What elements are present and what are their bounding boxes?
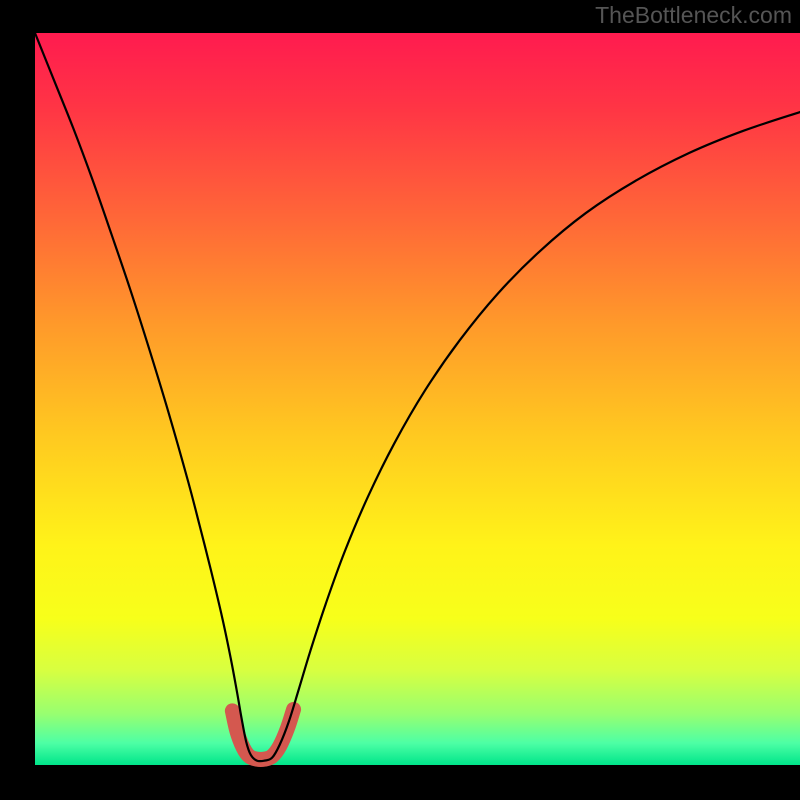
bottleneck-chart: [0, 0, 800, 800]
chart-container: TheBottleneck.com: [0, 0, 800, 800]
plot-gradient-background: [35, 33, 800, 765]
watermark-text: TheBottleneck.com: [595, 2, 792, 29]
